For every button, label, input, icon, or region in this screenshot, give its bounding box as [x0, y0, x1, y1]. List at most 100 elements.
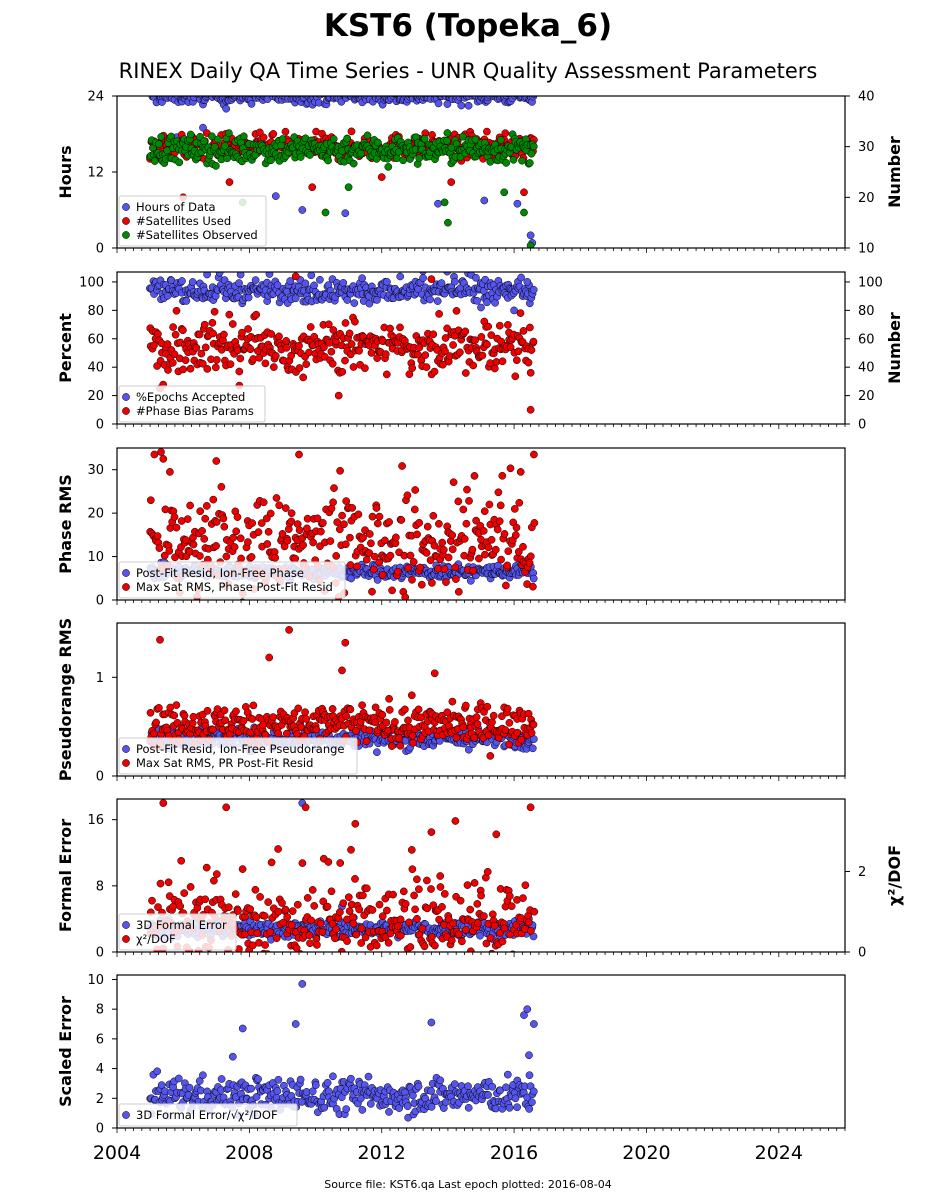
data-point-red [225, 310, 234, 319]
data-point-blue [200, 96, 204, 97]
data-point-blue [430, 88, 437, 95]
data-point-red [461, 369, 470, 377]
data-point-green [420, 134, 429, 143]
data-point-red [406, 551, 415, 560]
data-point-blue [157, 1081, 166, 1089]
data-point-green [471, 135, 480, 144]
data-point-red [307, 916, 316, 925]
data-point-blue [148, 89, 155, 96]
data-point-red [331, 934, 339, 943]
data-point-blue [419, 272, 427, 275]
data-point-red [393, 567, 402, 576]
data-point-red [339, 899, 348, 908]
data-point-red [228, 320, 237, 328]
data-point-red [483, 867, 492, 876]
outlier-point-green [444, 218, 452, 227]
data-point-red [305, 931, 314, 940]
data-point-red [435, 915, 443, 924]
data-point-red [391, 718, 399, 726]
outlier-point-red [520, 188, 528, 197]
data-point-green [239, 132, 248, 141]
data-point-red [301, 708, 309, 717]
y-tick-label: 0 [96, 770, 104, 785]
data-point-red [426, 556, 435, 565]
data-point-red [456, 958, 463, 965]
data-point-red [313, 941, 321, 949]
data-point-green [154, 140, 163, 148]
data-point-blue [433, 297, 442, 305]
data-point-blue [313, 88, 320, 95]
data-point-red [529, 337, 538, 346]
outlier-point-green [500, 188, 509, 197]
data-point-blue [205, 87, 212, 94]
data-point-red [271, 352, 280, 360]
data-point-blue [310, 281, 318, 290]
data-point-blue [464, 101, 473, 110]
outlier-point-red [351, 819, 360, 828]
data-point-red [146, 496, 155, 505]
outlier-point-red [212, 457, 221, 465]
data-point-blue [472, 88, 479, 95]
data-point-red [486, 752, 495, 760]
data-point-red [202, 502, 211, 510]
data-point-red [198, 359, 207, 368]
data-point-green [343, 134, 351, 143]
data-point-red [340, 520, 348, 529]
data-point-red [401, 900, 410, 908]
data-point-red [260, 912, 269, 920]
outlier-point-blue [526, 231, 535, 240]
data-point-blue [273, 87, 280, 94]
data-point-red [316, 919, 325, 928]
data-point-red [287, 517, 296, 526]
data-point-red [483, 340, 491, 349]
data-point-green [399, 156, 407, 165]
outlier-point-red [295, 450, 303, 459]
outlier-point-green [321, 208, 330, 217]
data-point-blue [247, 1084, 255, 1093]
data-point-red [491, 545, 500, 554]
data-point-red [506, 464, 515, 473]
data-point-red [196, 507, 205, 516]
data-point-red [334, 952, 341, 959]
data-point-green [208, 132, 216, 141]
legend: %Epochs Accepted#Phase Bias Params [118, 385, 266, 423]
data-point-blue [350, 299, 359, 307]
data-point-blue [358, 274, 366, 283]
y-right-axis-label: χ²/DOF [885, 845, 904, 906]
data-point-red [449, 478, 458, 487]
legend-entry: #Satellites Used [136, 214, 231, 228]
data-point-red [471, 336, 479, 345]
data-point-red [283, 913, 292, 921]
data-point-red [209, 495, 218, 504]
data-point-blue [212, 84, 219, 91]
data-point-blue [199, 1071, 207, 1080]
data-point-red [271, 960, 278, 967]
y-tick-label: 0 [96, 418, 104, 433]
data-point-blue [396, 272, 405, 281]
data-point-red [237, 554, 245, 563]
data-point-red [328, 359, 337, 368]
data-point-blue [185, 1083, 194, 1092]
outlier-point-red [530, 450, 538, 459]
data-point-red [287, 509, 296, 518]
data-point-red [525, 559, 534, 567]
data-point-blue [437, 279, 446, 287]
data-point-red [524, 358, 533, 367]
y-tick-label: 0 [96, 946, 104, 961]
data-point-red [495, 321, 504, 330]
data-point-red [164, 366, 172, 374]
data-point-red [302, 715, 311, 723]
data-point-blue [332, 87, 339, 94]
data-point-red [396, 931, 405, 940]
data-point-red [181, 356, 190, 365]
data-point-red [352, 930, 361, 939]
data-point-red [180, 889, 189, 897]
data-point-blue [153, 1067, 162, 1076]
data-point-red [458, 937, 466, 946]
data-point-red [278, 530, 287, 538]
data-point-red [347, 340, 356, 348]
data-point-red [169, 323, 177, 331]
